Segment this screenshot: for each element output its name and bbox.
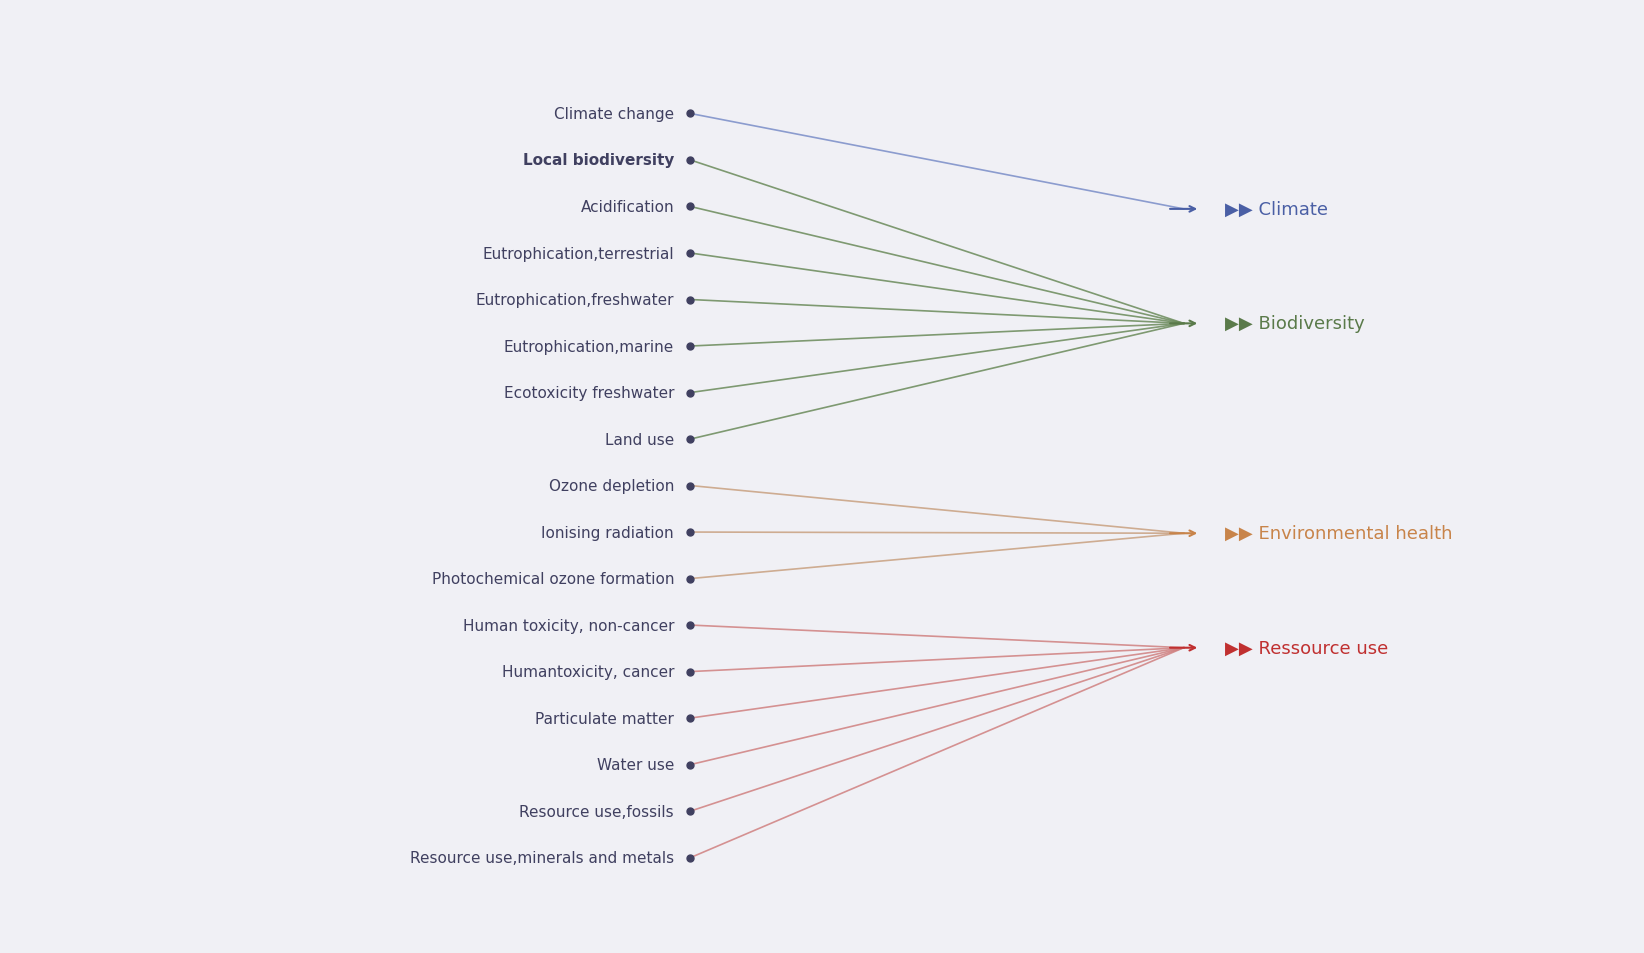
Text: Local biodiversity: Local biodiversity bbox=[523, 153, 674, 169]
Text: ▶▶ Climate: ▶▶ Climate bbox=[1225, 201, 1328, 218]
Text: Particulate matter: Particulate matter bbox=[536, 711, 674, 726]
Text: Ozone depletion: Ozone depletion bbox=[549, 478, 674, 494]
Text: Eutrophication,terrestrial: Eutrophication,terrestrial bbox=[482, 246, 674, 261]
Text: ▶▶ Ressource use: ▶▶ Ressource use bbox=[1225, 639, 1388, 657]
Text: Ecotoxicity freshwater: Ecotoxicity freshwater bbox=[503, 386, 674, 400]
Text: Eutrophication,marine: Eutrophication,marine bbox=[503, 339, 674, 355]
Text: Resource use,minerals and metals: Resource use,minerals and metals bbox=[409, 850, 674, 865]
Text: Ionising radiation: Ionising radiation bbox=[541, 525, 674, 540]
Text: Humantoxicity, cancer: Humantoxicity, cancer bbox=[501, 664, 674, 679]
Text: ▶▶ Biodiversity: ▶▶ Biodiversity bbox=[1225, 315, 1365, 333]
Text: ▶▶ Environmental health: ▶▶ Environmental health bbox=[1225, 525, 1452, 542]
Text: Eutrophication,freshwater: Eutrophication,freshwater bbox=[475, 293, 674, 308]
Text: Human toxicity, non-cancer: Human toxicity, non-cancer bbox=[462, 618, 674, 633]
Text: Resource use,fossils: Resource use,fossils bbox=[520, 803, 674, 819]
Text: Acidification: Acidification bbox=[580, 200, 674, 214]
Text: Water use: Water use bbox=[597, 758, 674, 772]
Text: Photochemical ozone formation: Photochemical ozone formation bbox=[431, 572, 674, 586]
Text: Land use: Land use bbox=[605, 432, 674, 447]
Text: Climate change: Climate change bbox=[554, 107, 674, 122]
